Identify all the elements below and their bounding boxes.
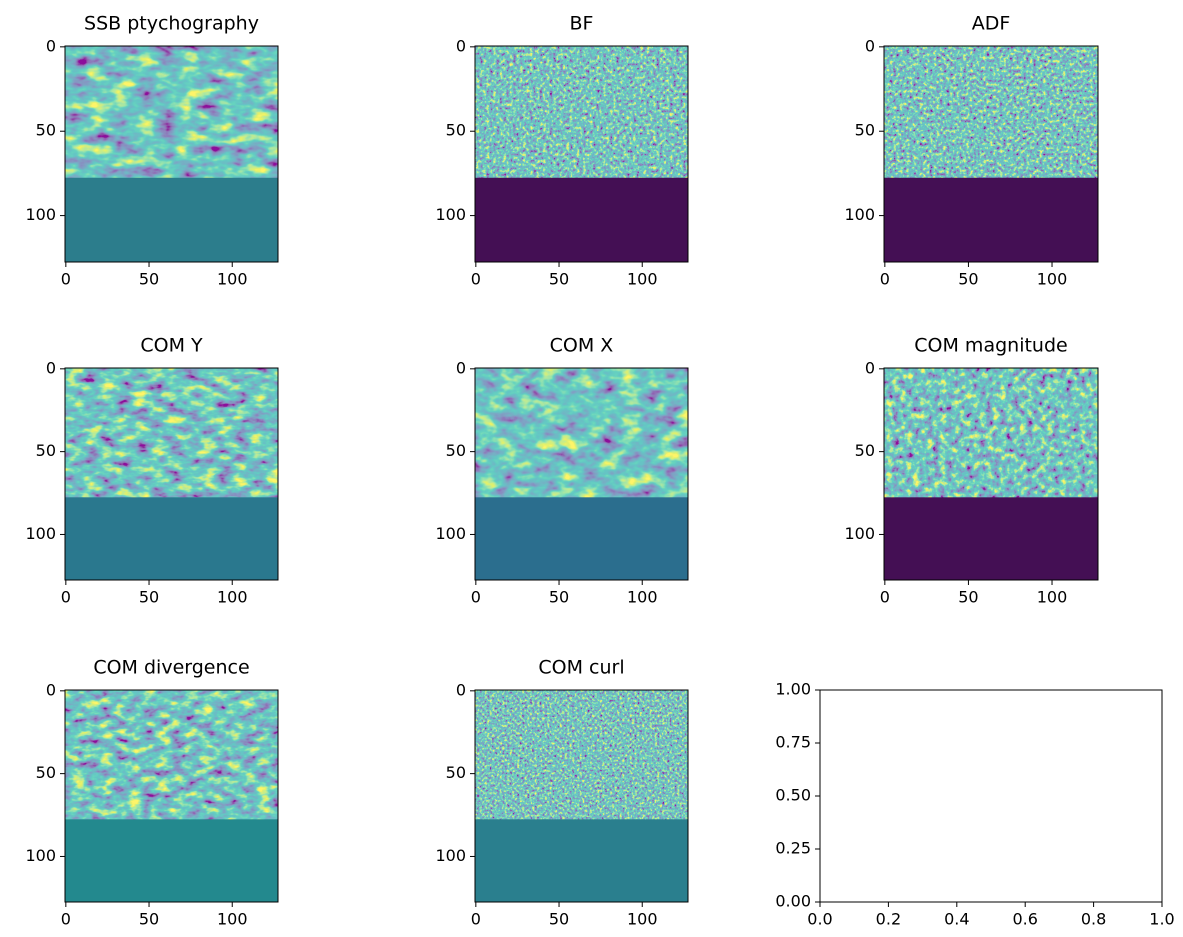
x-tick-label: 0.4 [944,910,969,929]
axes-frame [883,45,1099,263]
image-texture [884,46,1098,178]
image-fill [475,497,688,580]
panel-title: BF [570,13,594,35]
y-tick-label: 100 [435,846,466,865]
x-tick-label: 100 [217,588,248,607]
x-tick-label: 0.8 [1081,910,1106,929]
y-tick-label: 100 [435,524,466,543]
x-tick-label: 0 [61,910,71,929]
y-tick-label: 0.25 [775,839,811,858]
y-tick-label: 100 [844,205,875,224]
y-tick-label: 50 [446,121,466,140]
x-tick-label: 50 [549,910,569,929]
y-tick-label: 0.75 [775,733,811,752]
y-tick-label: 0 [46,680,56,699]
y-tick-label: 50 [855,121,875,140]
image-texture [475,368,688,498]
image-texture [65,368,278,498]
axes-frame [883,367,1099,581]
y-tick-label: 100 [435,205,466,224]
y-tick-label: 50 [855,441,875,460]
panel-title: COM divergence [93,657,249,679]
panel-title: COM curl [538,657,624,679]
axes-frame [64,367,279,581]
y-tick-label: 100 [25,524,56,543]
x-tick-label: 50 [139,588,159,607]
image-fill [475,819,688,902]
y-tick-label: 100 [25,205,56,224]
x-tick-label: 0 [471,588,481,607]
panel-title: COM magnitude [914,335,1067,357]
panel-title: SSB ptychography [84,13,259,35]
x-tick-label: 0 [61,270,71,289]
y-tick-label: 0 [456,680,466,699]
x-tick-label: 100 [627,910,658,929]
x-tick-label: 50 [139,910,159,929]
y-tick-label: 0 [865,358,875,377]
x-tick-label: 0.0 [807,910,832,929]
image-texture [65,690,278,820]
x-tick-label: 100 [627,270,658,289]
image-texture [65,46,278,178]
axes-frame [474,689,689,903]
x-tick-label: 50 [139,270,159,289]
x-tick-label: 100 [217,910,248,929]
y-tick-label: 1.00 [775,680,811,699]
y-tick-label: 0.50 [775,786,811,805]
y-tick-label: 100 [844,524,875,543]
y-tick-label: 50 [36,763,56,782]
x-tick-label: 100 [217,270,248,289]
x-tick-label: 100 [1037,270,1068,289]
x-tick-label: 0 [471,910,481,929]
y-tick-label: 0 [456,36,466,55]
image-texture [475,690,688,820]
image-fill [65,497,278,580]
x-tick-label: 0 [880,270,890,289]
x-tick-label: 50 [549,588,569,607]
x-tick-label: 0 [471,270,481,289]
x-tick-label: 50 [958,270,978,289]
y-tick-label: 0.00 [775,892,811,911]
image-fill [65,819,278,902]
panel-title: COM Y [140,335,203,357]
x-tick-label: 100 [627,588,658,607]
y-tick-label: 0 [865,36,875,55]
panel-title: COM X [550,335,614,357]
image-fill [884,177,1098,262]
y-tick-label: 50 [446,763,466,782]
x-tick-label: 50 [549,270,569,289]
y-tick-label: 0 [46,358,56,377]
axes-frame [819,689,1163,903]
x-tick-label: 0.2 [876,910,901,929]
x-tick-label: 50 [958,588,978,607]
x-tick-label: 1.0 [1149,910,1174,929]
x-tick-label: 0 [61,588,71,607]
axes-frame [64,45,279,263]
x-tick-label: 100 [1037,588,1068,607]
y-tick-label: 0 [46,36,56,55]
axes-frame [64,689,279,903]
axes-frame [474,45,689,263]
x-tick-label: 0 [880,588,890,607]
y-tick-label: 50 [446,441,466,460]
x-tick-label: 0.6 [1012,910,1037,929]
panel-title: ADF [972,13,1011,35]
image-fill [65,177,278,262]
image-fill [884,497,1098,580]
y-tick-label: 50 [36,441,56,460]
image-texture [475,46,688,178]
y-tick-label: 0 [456,358,466,377]
y-tick-label: 50 [36,121,56,140]
axes-frame [474,367,689,581]
image-texture [884,368,1098,498]
image-fill [475,177,688,262]
y-tick-label: 100 [25,846,56,865]
